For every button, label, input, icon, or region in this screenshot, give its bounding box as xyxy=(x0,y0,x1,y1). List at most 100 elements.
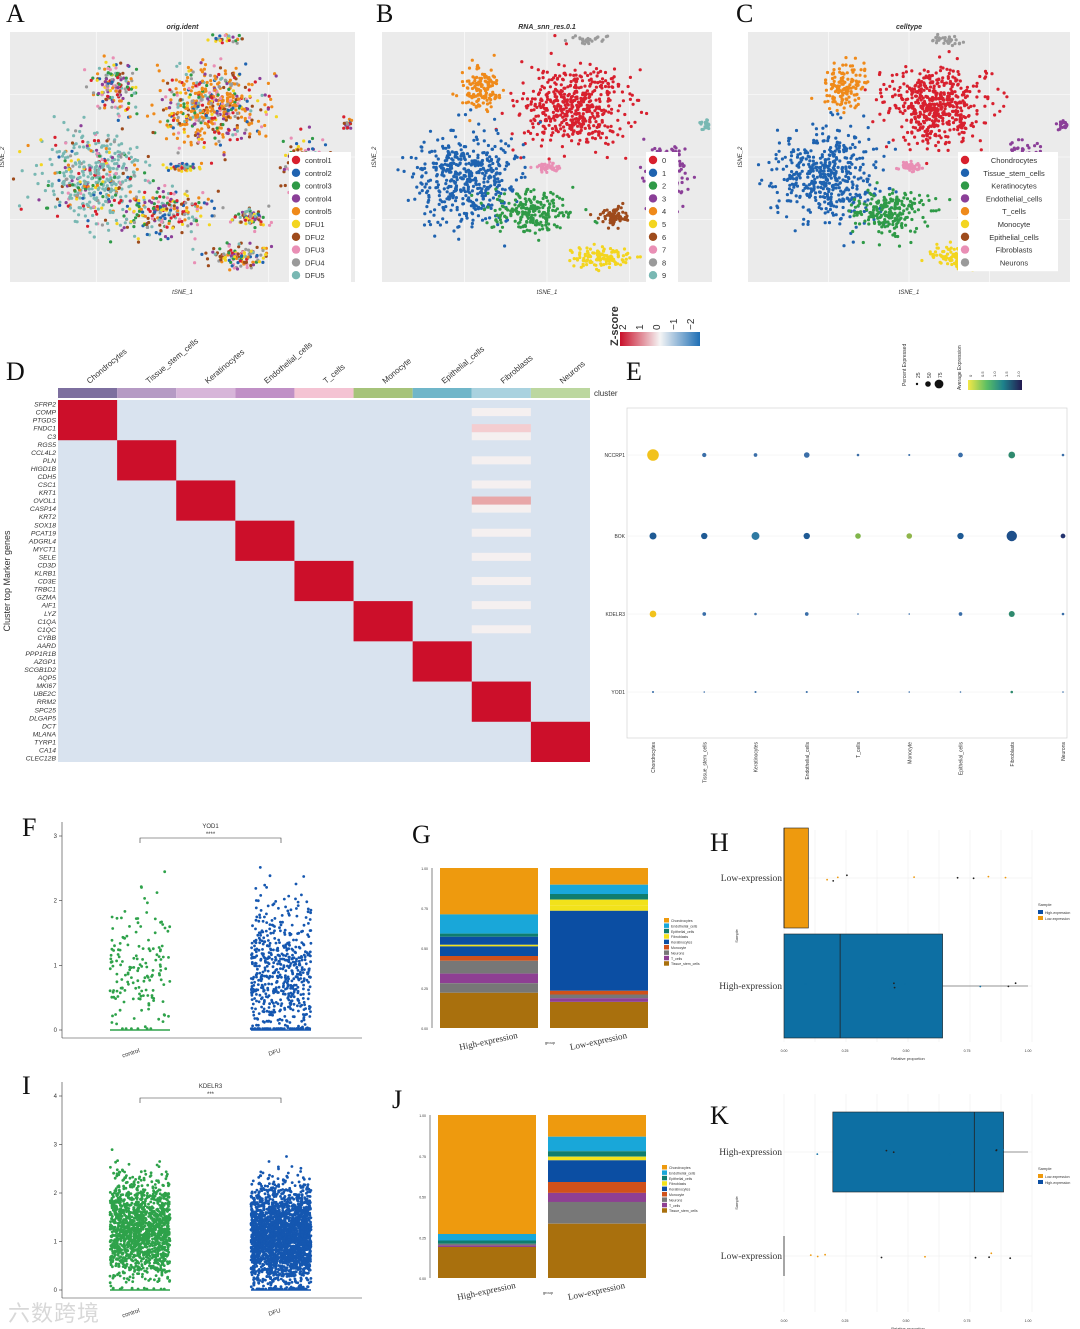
tsne-point xyxy=(606,125,610,129)
tsne-point xyxy=(473,176,478,181)
tsne-point xyxy=(471,212,475,216)
panel-letter-A: A xyxy=(6,0,25,28)
tsne-point xyxy=(567,134,571,138)
tsne-point xyxy=(552,204,556,208)
tsne-point xyxy=(218,109,222,113)
tsne-point xyxy=(264,112,269,116)
tsne-point xyxy=(120,127,124,131)
tsne-title-B: RNA_snn_res.0.1 xyxy=(518,24,576,31)
tsne-point xyxy=(490,170,494,174)
tsne-point xyxy=(782,177,786,182)
tsne-point xyxy=(932,90,936,94)
tsne-point xyxy=(53,205,58,209)
legend-label-A: control3 xyxy=(305,182,332,191)
tsne-point xyxy=(175,93,179,97)
tsne-point xyxy=(494,192,498,196)
tsne-point xyxy=(227,34,231,38)
tsne-point xyxy=(538,120,542,124)
tsne-point xyxy=(501,88,505,92)
tsne-point xyxy=(978,139,982,143)
tsne-point xyxy=(184,91,188,95)
tsne-point xyxy=(218,106,222,110)
tsne-point xyxy=(266,81,270,85)
tsne-point xyxy=(558,226,562,230)
tsne-point xyxy=(907,142,911,146)
tsne-point xyxy=(560,145,565,149)
tsne-point xyxy=(562,86,566,90)
tsne-point xyxy=(491,90,495,94)
tsne-point xyxy=(278,166,282,170)
tsne-point xyxy=(952,127,956,131)
tsne-point xyxy=(584,38,588,43)
tsne-point xyxy=(172,207,176,211)
tsne-point xyxy=(435,180,439,184)
tsne-point xyxy=(141,210,145,214)
tsne-point xyxy=(493,181,497,185)
tsne-point xyxy=(455,94,459,98)
tsne-point xyxy=(539,202,543,206)
tsne-point xyxy=(79,191,83,196)
tsne-point xyxy=(145,114,150,118)
tsne-point xyxy=(957,132,961,136)
tsne-point xyxy=(498,218,502,222)
tsne-point xyxy=(208,105,212,109)
tsne-point xyxy=(539,98,543,102)
tsne-point xyxy=(600,108,604,113)
tsne-point xyxy=(794,177,799,181)
tsne-point xyxy=(172,214,176,218)
tsne-point xyxy=(814,127,819,131)
tsne-point xyxy=(588,126,592,130)
tsne-point xyxy=(284,165,288,169)
tsne-point xyxy=(639,110,644,114)
tsne-point xyxy=(536,200,540,204)
tsne-point xyxy=(150,214,154,218)
tsne-point xyxy=(550,78,554,82)
tsne-point xyxy=(486,86,490,90)
tsne-point xyxy=(507,201,511,205)
tsne-point xyxy=(529,131,533,135)
tsne-point xyxy=(590,131,594,135)
tsne-point xyxy=(170,112,174,116)
tsne-point xyxy=(476,142,480,146)
tsne-point xyxy=(548,119,553,123)
tsne-point xyxy=(883,218,887,222)
tsne-point xyxy=(831,113,835,117)
tsne-point xyxy=(585,109,589,113)
tsne-point xyxy=(165,225,169,229)
tsne-point xyxy=(504,164,508,168)
tsne-point xyxy=(146,216,150,220)
tsne-point xyxy=(774,157,778,161)
tsne-point xyxy=(279,184,283,188)
tsne-point xyxy=(82,145,86,149)
tsne-point xyxy=(227,87,231,91)
tsne-point xyxy=(210,214,214,218)
tsne-point xyxy=(526,216,530,220)
tsne-point xyxy=(193,91,197,95)
tsne-point xyxy=(593,80,597,84)
tsne-point xyxy=(930,81,935,85)
tsne-point xyxy=(919,90,923,94)
tsne-point xyxy=(195,81,199,85)
tsne-point xyxy=(585,249,590,253)
tsne-point xyxy=(546,199,550,203)
tsne-point xyxy=(990,72,994,76)
tsne-point xyxy=(216,189,220,193)
tsne-point xyxy=(257,260,262,264)
tsne-point xyxy=(553,34,557,38)
tsne-point xyxy=(910,90,915,94)
tsne-point xyxy=(174,87,178,91)
tsne-point xyxy=(250,118,254,122)
tsne-point xyxy=(198,167,202,171)
tsne-point xyxy=(487,82,491,86)
tsne-point xyxy=(125,217,129,221)
tsne-point xyxy=(40,171,44,175)
tsne-point xyxy=(587,105,592,110)
tsne-point xyxy=(179,98,183,102)
tsne-point xyxy=(135,203,139,207)
tsne-point xyxy=(583,84,587,88)
tsne-point xyxy=(588,84,592,88)
tsne-point xyxy=(909,101,914,106)
tsne-point xyxy=(525,97,530,101)
tsne-point xyxy=(284,153,288,157)
tsne-point xyxy=(197,82,201,86)
